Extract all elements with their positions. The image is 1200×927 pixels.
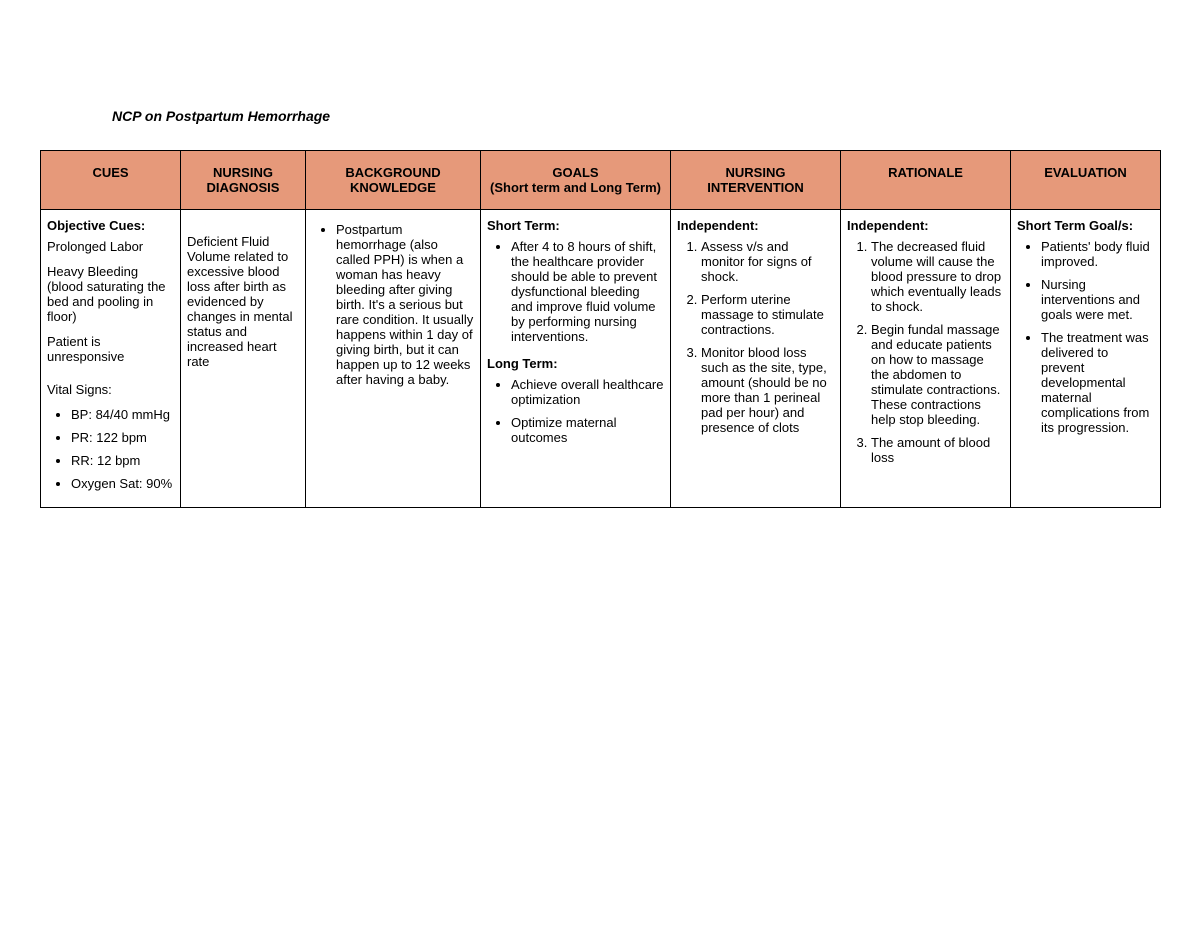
- intervention-item: Monitor blood loss such as the site, typ…: [701, 345, 834, 435]
- goals-short-label: Short Term:: [487, 218, 664, 233]
- page-title: NCP on Postpartum Hemorrhage: [112, 108, 330, 124]
- intervention-independent-label: Independent:: [677, 218, 834, 233]
- evaluation-item: Patients' body fluid improved.: [1041, 239, 1154, 269]
- header-intervention: NURSING INTERVENTION: [671, 151, 841, 210]
- header-rationale: RATIONALE: [841, 151, 1011, 210]
- cues-vitals-list: BP: 84/40 mmHg PR: 122 bpm RR: 12 bpm Ox…: [47, 407, 174, 491]
- vital-item: RR: 12 bpm: [71, 453, 174, 468]
- diagnosis-text: Deficient Fluid Volume related to excess…: [187, 234, 299, 369]
- rationale-independent-label: Independent:: [847, 218, 1004, 233]
- cell-goals: Short Term: After 4 to 8 hours of shift,…: [481, 210, 671, 508]
- cues-objective-label: Objective Cues:: [47, 218, 174, 233]
- goals-short-list: After 4 to 8 hours of shift, the healthc…: [487, 239, 664, 344]
- intervention-list: Assess v/s and monitor for signs of shoc…: [677, 239, 834, 435]
- evaluation-list: Patients' body fluid improved. Nursing i…: [1017, 239, 1154, 435]
- rationale-item: Begin fundal massage and educate patient…: [871, 322, 1004, 427]
- goals-long-item: Achieve overall healthcare optimization: [511, 377, 664, 407]
- evaluation-item: The treatment was delivered to prevent d…: [1041, 330, 1154, 435]
- rationale-list: The decreased fluid volume will cause th…: [847, 239, 1004, 465]
- document-page: NCP on Postpartum Hemorrhage CUES NURSIN…: [0, 0, 1200, 927]
- header-goals: GOALS (Short term and Long Term): [481, 151, 671, 210]
- intervention-item: Perform uterine massage to stimulate con…: [701, 292, 834, 337]
- cues-line: Heavy Bleeding (blood saturating the bed…: [47, 264, 174, 324]
- table-header-row: CUES NURSING DIAGNOSIS BACKGROUND KNOWLE…: [41, 151, 1161, 210]
- rationale-item: The decreased fluid volume will cause th…: [871, 239, 1004, 314]
- goals-long-item: Optimize maternal outcomes: [511, 415, 664, 445]
- cell-cues: Objective Cues: Prolonged Labor Heavy Bl…: [41, 210, 181, 508]
- intervention-item: Assess v/s and monitor for signs of shoc…: [701, 239, 834, 284]
- cues-line: Patient is unresponsive: [47, 334, 174, 364]
- evaluation-short-label: Short Term Goal/s:: [1017, 218, 1154, 233]
- background-list: Postpartum hemorrhage (also called PPH) …: [312, 222, 474, 387]
- cell-evaluation: Short Term Goal/s: Patients' body fluid …: [1011, 210, 1161, 508]
- header-cues: CUES: [41, 151, 181, 210]
- header-evaluation: EVALUATION: [1011, 151, 1161, 210]
- evaluation-item: Nursing interventions and goals were met…: [1041, 277, 1154, 322]
- vital-item: Oxygen Sat: 90%: [71, 476, 174, 491]
- header-diagnosis: NURSING DIAGNOSIS: [181, 151, 306, 210]
- goals-long-label: Long Term:: [487, 356, 664, 371]
- cell-diagnosis: Deficient Fluid Volume related to excess…: [181, 210, 306, 508]
- goals-short-item: After 4 to 8 hours of shift, the healthc…: [511, 239, 664, 344]
- ncp-table: CUES NURSING DIAGNOSIS BACKGROUND KNOWLE…: [40, 150, 1161, 508]
- cues-line: Prolonged Labor: [47, 239, 174, 254]
- vital-item: PR: 122 bpm: [71, 430, 174, 445]
- header-background: BACKGROUND KNOWLEDGE: [306, 151, 481, 210]
- rationale-item: The amount of blood loss: [871, 435, 1004, 465]
- vital-item: BP: 84/40 mmHg: [71, 407, 174, 422]
- cell-intervention: Independent: Assess v/s and monitor for …: [671, 210, 841, 508]
- goals-long-list: Achieve overall healthcare optimization …: [487, 377, 664, 445]
- background-item: Postpartum hemorrhage (also called PPH) …: [336, 222, 474, 387]
- cell-background: Postpartum hemorrhage (also called PPH) …: [306, 210, 481, 508]
- cues-vitals-label: Vital Signs:: [47, 382, 174, 397]
- table-body-row: Objective Cues: Prolonged Labor Heavy Bl…: [41, 210, 1161, 508]
- cell-rationale: Independent: The decreased fluid volume …: [841, 210, 1011, 508]
